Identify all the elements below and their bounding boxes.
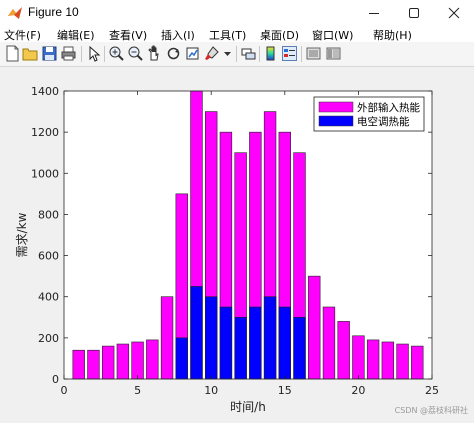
minimize-icon [369, 13, 379, 14]
x-tick-label: 10 [204, 384, 218, 397]
open-file-icon[interactable] [22, 45, 39, 62]
bar-ac-heat-12 [234, 316, 247, 380]
plot-area [64, 91, 432, 379]
bar-ac-heat-15 [278, 306, 291, 380]
y-tick-label: 400 [38, 291, 59, 304]
axes-group [63, 90, 433, 380]
legend-entry-external-heat: 外部输入热能 [357, 101, 420, 114]
legend-swatch-external-heat [318, 101, 354, 113]
window-title: Figure 10 [28, 5, 79, 19]
bar-external-heat-5 [131, 341, 144, 380]
y-tick-label: 1400 [31, 85, 59, 98]
x-tick-label: 25 [425, 384, 439, 397]
bar-ac-heat-14 [263, 296, 277, 380]
bar-external-heat-7 [160, 296, 174, 380]
show-plot-tools-icon[interactable] [325, 45, 342, 62]
bar-external-heat-22 [381, 341, 395, 380]
link-icon[interactable] [240, 45, 257, 62]
bar-ac-heat-8 [175, 337, 188, 380]
bar-external-heat-23 [396, 343, 409, 380]
legend-swatch-ac-heat [318, 115, 354, 127]
toolbar-separator [81, 46, 82, 62]
bar-external-heat-21 [366, 339, 380, 380]
bar-external-heat-24 [411, 345, 424, 380]
y-tick-label: 600 [38, 250, 59, 263]
menu-edit[interactable]: 编辑(E) [57, 29, 95, 42]
bar-chart: 0 5 10 15 20 25 0 200 400 600 800 1000 1200 1400 时间/h… [15, 85, 468, 415]
bar-external-heat-17 [308, 275, 321, 380]
save-icon[interactable] [41, 45, 58, 62]
data-cursor-icon[interactable] [184, 45, 201, 62]
maximize-button[interactable] [394, 0, 434, 26]
close-button[interactable] [434, 0, 474, 26]
y-tick-label: 200 [38, 332, 59, 345]
toolbar-separator [236, 46, 237, 62]
pointer-icon[interactable] [85, 45, 102, 62]
bar-external-heat-6 [146, 339, 159, 380]
bar-ac-heat-10 [205, 296, 218, 380]
y-tick-label: 0 [52, 373, 59, 386]
bar-series-group [72, 90, 424, 380]
bar-ac-heat-13 [249, 306, 262, 380]
menu-tools[interactable]: 工具(T) [209, 29, 247, 42]
zoom-out-icon[interactable] [127, 45, 144, 62]
x-tick-label: 0 [61, 384, 68, 397]
legend[interactable]: 外部输入热能 电空调热能 [313, 96, 425, 132]
hide-plot-tools-icon[interactable] [305, 45, 322, 62]
matlab-figure-icon [8, 7, 22, 19]
legend-entry-ac-heat: 电空调热能 [357, 115, 410, 128]
new-figure-icon[interactable] [4, 45, 21, 62]
pan-icon[interactable] [146, 45, 163, 62]
y-tick-label: 1000 [31, 167, 59, 180]
menu-window[interactable]: 窗口(W) [312, 29, 354, 42]
bar-external-heat-1 [72, 349, 85, 380]
figure-canvas: 0 5 10 15 20 25 0 200 400 600 800 1000 1200 1400 时间/h… [0, 67, 474, 419]
bar-ac-heat-16 [293, 316, 306, 380]
toolbar-separator [301, 46, 302, 62]
zoom-in-icon[interactable] [108, 45, 125, 62]
close-icon [448, 7, 460, 19]
bar-external-heat-19 [337, 321, 350, 380]
x-tick-label: 15 [278, 384, 292, 397]
toolbar-separator [104, 46, 105, 62]
maximize-icon [409, 8, 419, 18]
colorbar-icon[interactable] [262, 45, 279, 62]
menu-insert[interactable]: 插入(I) [161, 29, 195, 42]
x-axis-label: 时间/h [230, 400, 266, 414]
rotate-icon[interactable] [165, 45, 182, 62]
brush-icon[interactable] [203, 45, 220, 62]
print-icon[interactable] [60, 45, 77, 62]
title-bar: Figure 10 [0, 0, 474, 26]
minimize-button[interactable] [354, 0, 394, 26]
tick-labels-group: 0 5 10 15 20 25 0 200 400 600 800 1000 1200 1400 [31, 85, 439, 397]
x-tick-label: 5 [134, 384, 141, 397]
menu-file[interactable]: 文件(F) [4, 29, 41, 42]
menu-bar: 文件(F) 编辑(E) 查看(V) 插入(I) 工具(T) 桌面(D) 窗口(W… [0, 26, 474, 42]
menu-help[interactable]: 帮助(H) [373, 29, 412, 42]
legend-icon[interactable] [281, 45, 298, 62]
bar-ac-heat-11 [219, 306, 233, 380]
menu-desktop[interactable]: 桌面(D) [260, 29, 300, 42]
bar-ac-heat-9 [190, 286, 203, 380]
watermark: CSDN @荔枝科研社 [395, 405, 468, 415]
bar-external-heat-2 [87, 349, 100, 380]
y-axis-label: 需求/kw [15, 212, 29, 257]
toolbar [0, 42, 474, 67]
menu-view[interactable]: 查看(V) [109, 29, 148, 42]
bar-external-heat-4 [116, 343, 130, 380]
y-tick-label: 1200 [31, 126, 59, 139]
toolbar-separator [259, 46, 260, 62]
x-tick-label: 20 [351, 384, 365, 397]
bar-external-heat-3 [101, 345, 115, 380]
y-tick-label: 800 [38, 208, 59, 221]
bar-external-heat-20 [352, 335, 365, 380]
bar-external-heat-18 [322, 306, 336, 380]
brush-dropdown-icon[interactable] [219, 45, 236, 62]
axes-box [63, 90, 433, 380]
